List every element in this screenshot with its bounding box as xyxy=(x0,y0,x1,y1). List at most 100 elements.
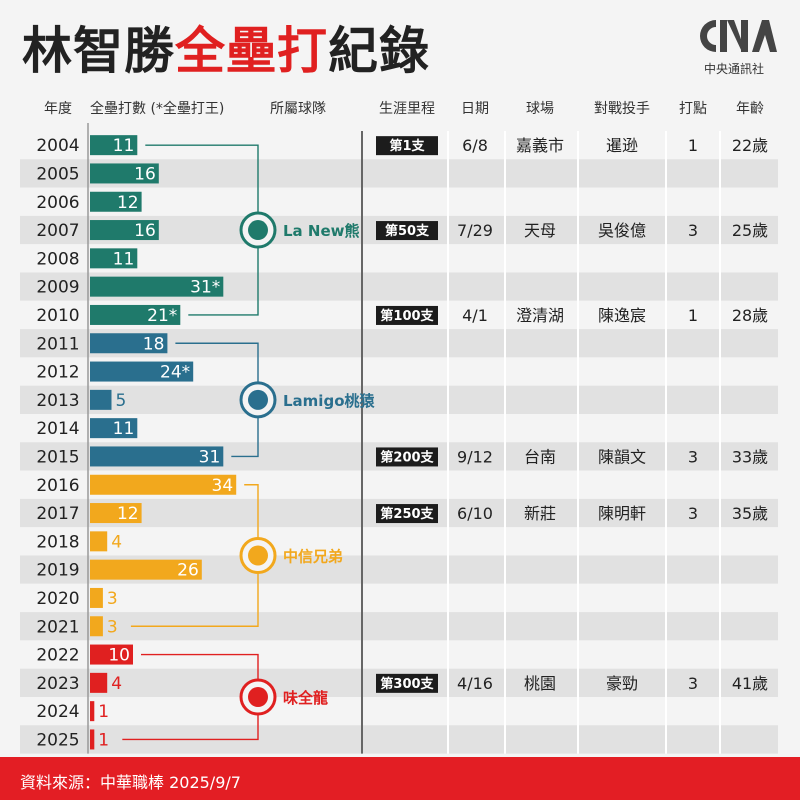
bar-value-label: 4 xyxy=(111,532,122,552)
year-label: 2016 xyxy=(36,476,79,496)
team-emblem-icon xyxy=(239,537,277,574)
milestone-label: 第1支 xyxy=(389,138,425,154)
milestone-label: 第50支 xyxy=(385,223,430,239)
bar xyxy=(90,644,133,665)
milestone-rbi: 1 xyxy=(688,306,698,325)
bar xyxy=(90,531,108,552)
bar xyxy=(90,418,138,439)
milestone-badge xyxy=(376,305,438,325)
year-label: 2022 xyxy=(36,646,79,666)
bar-value-label: 1 xyxy=(98,730,109,750)
bar-value-label: 5 xyxy=(116,391,127,411)
bar-value-label: 18 xyxy=(143,334,165,354)
milestone-badge xyxy=(376,447,438,467)
year-label: 2020 xyxy=(36,589,79,609)
bar xyxy=(90,361,194,382)
milestone-rbi: 1 xyxy=(688,136,698,155)
bar-value-label: 16 xyxy=(134,221,156,241)
bar xyxy=(90,701,95,722)
bar-value-label: 26 xyxy=(177,561,199,581)
milestone-rbi: 3 xyxy=(688,674,698,693)
milestone-date: 7/29 xyxy=(457,221,493,240)
year-label: 2021 xyxy=(36,617,79,637)
bar xyxy=(90,587,103,608)
milestone-date: 4/1 xyxy=(462,306,488,325)
row-bg xyxy=(20,640,778,669)
header-rbi: 打點 xyxy=(679,100,707,117)
milestone-pitcher: 暹逊 xyxy=(606,136,638,155)
milestone-pitcher: 陳逸宸 xyxy=(598,306,646,325)
bar-value-label: 12 xyxy=(117,504,139,524)
milestone-age: 28歲 xyxy=(732,306,768,325)
milestone-date: 6/10 xyxy=(457,504,493,523)
team-emblem-icon xyxy=(239,381,277,419)
milestone-pitcher: 豪勁 xyxy=(606,674,638,693)
year-label: 2012 xyxy=(36,363,79,383)
milestone-venue: 嘉義市 xyxy=(516,136,564,155)
cna-logo xyxy=(700,20,777,52)
milestone-badge xyxy=(376,673,438,693)
row-bg xyxy=(20,385,778,414)
milestone-age: 41歲 xyxy=(732,674,768,693)
bar-value-label: 1 xyxy=(98,702,109,722)
bar-value-label: 21* xyxy=(147,306,177,326)
year-label: 2014 xyxy=(36,419,79,439)
year-label: 2004 xyxy=(36,136,79,156)
title-highlight: 全壘打 xyxy=(175,22,328,80)
year-label: 2024 xyxy=(36,702,79,722)
bar-value-label: 3 xyxy=(107,617,118,637)
bar xyxy=(90,304,181,325)
header-age: 年齡 xyxy=(736,101,764,117)
bar xyxy=(90,276,224,297)
milestone-venue: 桃園 xyxy=(524,674,556,693)
header-pitcher: 對戰投手 xyxy=(594,101,650,117)
milestone-venue: 天母 xyxy=(524,221,556,240)
year-label: 2015 xyxy=(36,447,79,467)
row-bg xyxy=(20,583,778,613)
header-venue: 球場 xyxy=(526,101,554,117)
milestone-rbi: 3 xyxy=(688,447,698,466)
year-label: 2018 xyxy=(36,532,79,552)
bar xyxy=(90,248,138,269)
milestone-rbi: 3 xyxy=(688,504,698,523)
bar-value-label: 11 xyxy=(113,249,135,269)
milestone-rbi: 3 xyxy=(688,221,698,240)
bar xyxy=(90,503,142,524)
bar-value-label: 11 xyxy=(113,136,135,156)
bar-value-label: 31* xyxy=(190,278,220,298)
milestone-pitcher: 陳韻文 xyxy=(598,447,646,466)
milestone-venue: 澄清湖 xyxy=(516,306,564,325)
milestone-label: 第300支 xyxy=(380,676,434,692)
team-name: 味全龍 xyxy=(283,689,328,707)
year-label: 2017 xyxy=(36,504,79,524)
page-title: 林智勝全壘打紀錄 xyxy=(22,24,430,79)
bar xyxy=(90,163,159,184)
milestone-age: 25歲 xyxy=(732,221,768,240)
milestone-age: 22歲 xyxy=(732,136,768,155)
bar-value-label: 3 xyxy=(107,589,118,609)
header-team: 所屬球隊 xyxy=(270,101,326,117)
milestone-date: 4/16 xyxy=(457,674,493,693)
header-homeruns: 全壘打數 (*全壘打王) xyxy=(90,100,224,117)
milestone-badge xyxy=(376,136,438,156)
milestone-age: 33歲 xyxy=(732,447,768,466)
year-label: 2023 xyxy=(36,674,79,694)
year-label: 2011 xyxy=(36,334,79,354)
year-label: 2019 xyxy=(36,561,79,581)
milestone-badge xyxy=(376,504,438,524)
milestone-date: 9/12 xyxy=(457,447,493,466)
team-name: Lamigo桃猿 xyxy=(283,392,375,410)
row-bg xyxy=(20,414,778,443)
bar-value-label: 12 xyxy=(117,193,139,213)
bar xyxy=(90,559,202,580)
bar xyxy=(90,729,95,750)
bar-value-label: 10 xyxy=(108,646,130,666)
year-label: 2013 xyxy=(36,391,79,411)
title-suffix: 紀錄 xyxy=(328,22,430,80)
milestone-label: 第200支 xyxy=(380,449,434,465)
year-label: 2008 xyxy=(36,249,79,269)
year-label: 2006 xyxy=(36,193,79,213)
source-bar: 資料來源：中華職棒 2025/9/7 xyxy=(0,757,800,800)
team-name: 中信兄弟 xyxy=(283,548,343,566)
